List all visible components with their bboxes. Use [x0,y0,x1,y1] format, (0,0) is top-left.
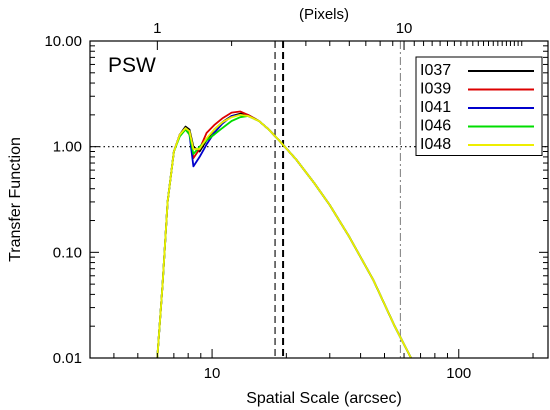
series-line-i037 [156,112,412,359]
legend-label-i048: I048 [420,136,451,153]
y-tick-label: 1.00 [53,139,82,156]
x-tick-label: 100 [446,365,471,382]
panel-label: PSW [108,54,156,77]
axis-ticks [90,40,548,359]
plot-frame [89,40,549,359]
x-axis-label: Spatial Scale (arcsec) [246,390,402,407]
reference-lines [90,41,548,358]
legend-box [415,56,543,156]
series-lines [156,110,412,359]
legend-label-i039: I039 [420,81,451,98]
y-axis-label: Transfer Function [7,137,24,262]
top-tick-label: 10 [396,20,413,37]
series-line-i048 [156,114,412,359]
tick-labels: 10 100 0.01 0.10 1.00 10.00 1 10 [44,20,471,382]
x-tick-label: 10 [204,365,221,382]
top-tick-label: 1 [153,20,161,37]
y-tick-label: 0.01 [53,350,82,367]
legend-label-i046: I046 [420,118,451,135]
top-axis-label: (Pixels) [299,6,349,23]
y-tick-label: 0.10 [53,244,82,261]
series-line-i046 [156,115,412,359]
legend-label-i041: I041 [420,99,451,116]
legend-label-i037: I037 [420,62,451,79]
y-tick-label: 10.00 [44,33,82,50]
